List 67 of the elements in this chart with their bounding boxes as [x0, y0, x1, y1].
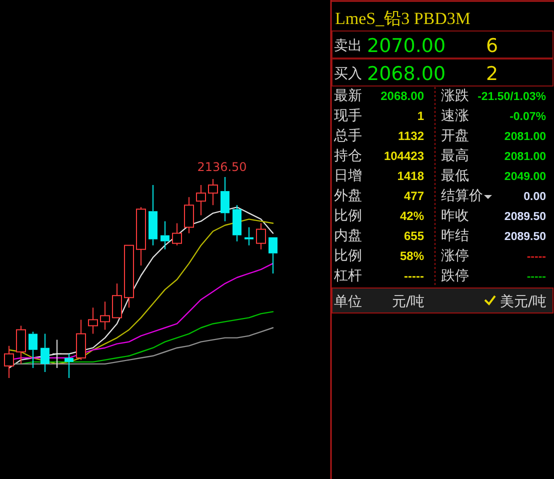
- text: 现手: [334, 108, 362, 124]
- candlestick: [28, 331, 38, 368]
- text: 6: [486, 35, 498, 57]
- text: -----: [404, 269, 424, 283]
- text: 104423: [384, 149, 424, 163]
- text: 58%: [400, 249, 424, 263]
- text: -----: [526, 251, 546, 263]
- text: 最低: [441, 168, 469, 184]
- text: 昨结: [441, 228, 469, 244]
- text: 日增: [334, 168, 362, 184]
- text: 2068.00: [380, 89, 424, 103]
- candlestick: [184, 196, 194, 234]
- text: 2081.00: [504, 151, 546, 163]
- candlestick: [208, 178, 218, 206]
- text: LmeS_铅3 PBD3M: [335, 9, 471, 28]
- text: 最新: [334, 88, 362, 104]
- text: -0.07%: [510, 111, 546, 123]
- candlestick: [64, 353, 74, 378]
- text: 跌停: [441, 268, 469, 284]
- text: 2089.50: [504, 211, 546, 223]
- candlestick: [232, 204, 242, 242]
- candlestick: [256, 222, 266, 250]
- text: 涨跌: [441, 88, 469, 104]
- text: 2068.00: [367, 63, 446, 85]
- text: 内盘: [334, 228, 362, 244]
- text: 477: [404, 189, 424, 203]
- text: 昨收: [441, 208, 469, 224]
- text: 1418: [397, 169, 424, 183]
- candlestick: [40, 333, 50, 372]
- text: 杠杆: [333, 268, 362, 284]
- text: 2049.00: [504, 171, 546, 183]
- text: 655: [404, 229, 424, 243]
- text: 最高: [441, 148, 469, 164]
- text: 2: [486, 63, 498, 85]
- text: -----: [526, 271, 546, 283]
- text: 比例: [334, 248, 362, 264]
- text: 2089.50: [504, 231, 546, 243]
- candlestick: [196, 184, 206, 216]
- text: 比例: [334, 208, 362, 224]
- annotation: 2136.50: [197, 160, 247, 174]
- candlestick: [220, 176, 230, 222]
- text: 卖出: [334, 38, 362, 54]
- text: 2081.00: [504, 131, 546, 143]
- text: 涨停: [441, 248, 469, 264]
- text: 买入: [334, 66, 362, 82]
- text: 外盘: [334, 188, 362, 204]
- text: 42%: [400, 209, 424, 223]
- text: 美元/吨: [500, 294, 547, 310]
- candlestick: [4, 345, 14, 378]
- text: 持仓: [334, 148, 362, 164]
- text: 单位: [334, 294, 362, 310]
- text: 结算价: [441, 188, 483, 204]
- text: 总手: [333, 128, 362, 144]
- text: 1132: [398, 129, 424, 143]
- candlestick: [100, 301, 110, 330]
- text: -21.50/1.03%: [478, 91, 546, 103]
- text: 元/吨: [392, 294, 425, 310]
- candlestick: [88, 307, 98, 334]
- text: 1: [417, 109, 424, 123]
- candlestick: [244, 226, 254, 246]
- candlestick: [148, 184, 158, 246]
- candlestick: [160, 220, 170, 250]
- text: 开盘: [441, 128, 469, 144]
- text: 0.00: [524, 191, 546, 203]
- text: 2070.00: [367, 35, 446, 57]
- text: 速涨: [441, 108, 469, 124]
- candlestick: [16, 325, 26, 364]
